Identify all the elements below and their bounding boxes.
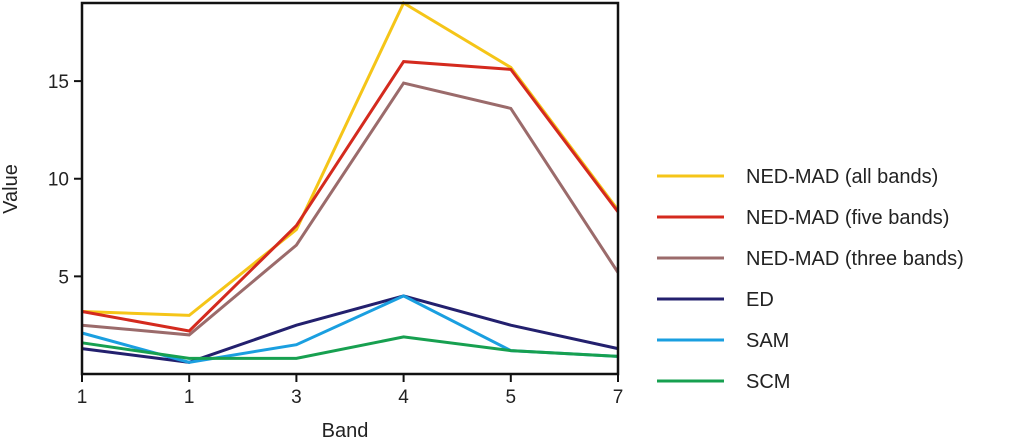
legend: NED-MAD (all bands) NED-MAD (five bands) N… <box>657 166 964 393</box>
y-axis-title: Value <box>0 164 22 214</box>
legend-label: SAM <box>746 330 789 352</box>
legend-label: ED <box>746 289 774 311</box>
series-line-3 <box>81 81 620 337</box>
x-tick-label: 1 <box>184 387 195 408</box>
x-tick-label: 7 <box>613 387 624 408</box>
y-tick-label: 5 <box>58 267 69 288</box>
plot-frame <box>80 1 620 376</box>
x-tick-label: 3 <box>291 387 302 408</box>
legend-label: SCM <box>746 371 790 393</box>
y-tick-label: 15 <box>48 72 69 93</box>
legend-label: NED-MAD (all bands) <box>746 166 938 188</box>
x-tick-label: 5 <box>506 387 517 408</box>
series-line-4 <box>81 294 619 364</box>
series-line-2 <box>81 60 620 333</box>
x-axis-title: Band <box>322 420 369 440</box>
y-axis: 5 10 15 <box>48 72 82 288</box>
x-tick-label: 4 <box>398 387 409 408</box>
legend-label: NED-MAD (three bands) <box>746 248 964 270</box>
y-tick-label: 10 <box>48 170 69 191</box>
series-line-1 <box>81 0 620 317</box>
legend-label: NED-MAD (five bands) <box>746 207 949 229</box>
x-tick-label: 1 <box>77 387 88 408</box>
x-axis: 1 1 3 4 5 7 <box>77 374 624 408</box>
plot-marks <box>81 0 620 364</box>
series-line-6 <box>81 335 619 360</box>
